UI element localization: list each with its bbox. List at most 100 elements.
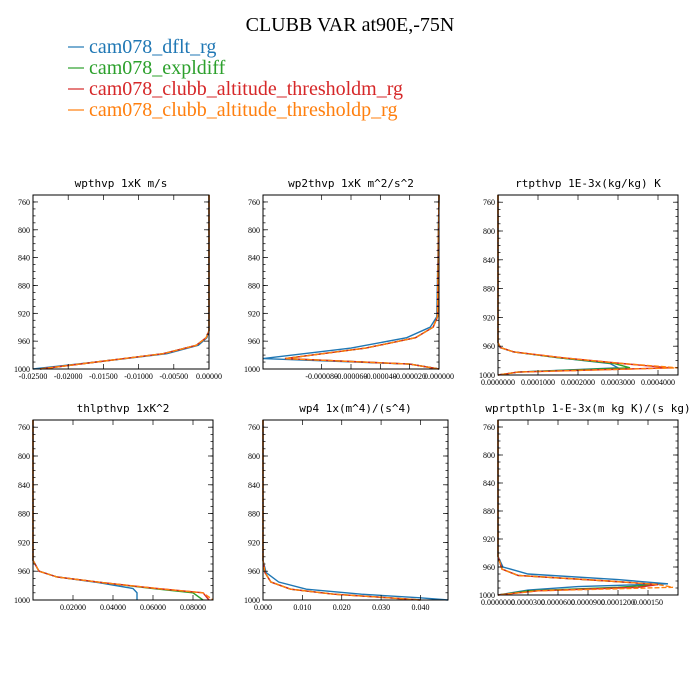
figure-title: CLUBB VAR at90E,-75N: [246, 14, 455, 36]
y-tick-label: 960: [18, 567, 30, 576]
x-tick-label: 0.00000: [196, 372, 222, 381]
chart-panel: wprtpthlp 1-E-3x(m kg K)/(s kg) 760 800 840…: [479, 402, 691, 607]
plot-frame: [497, 194, 679, 376]
panel-title: wprtpthlp 1-E-3x(m kg K)/(s kg): [485, 402, 690, 415]
series-line: [497, 195, 679, 376]
y-tick-label: 880: [483, 285, 495, 294]
panel-title: rtpthvp 1E-3x(kg/kg) K: [515, 177, 661, 190]
series-line: [497, 195, 631, 376]
x-tick-label: 0.000000: [424, 372, 454, 381]
y-tick-label: 760: [483, 198, 495, 207]
series-line: [497, 420, 674, 596]
x-tick-label: 0.000: [254, 603, 272, 612]
y-tick-label: 800: [483, 227, 495, 236]
panel-title: wpthvp 1xK m/s: [75, 177, 168, 190]
y-tick-label: 840: [18, 254, 30, 263]
plot-frame: [32, 194, 210, 370]
x-tick-label: 0.030: [372, 603, 390, 612]
x-tick-label: 0.08000: [180, 603, 206, 612]
series-line: [32, 420, 138, 600]
series-line: [284, 194, 440, 370]
x-tick-label: -0.02500: [19, 372, 48, 381]
y-tick-label: 1000: [479, 371, 495, 380]
y-tick-label: 880: [18, 510, 30, 519]
y-tick-label: 840: [18, 481, 30, 490]
legend-label: cam078_dflt_rg: [89, 36, 216, 58]
series-line: [262, 420, 421, 601]
series-line: [262, 194, 440, 370]
y-tick-label: 920: [248, 538, 260, 547]
legend-label: cam078_clubb_altitude_thresholdm_rg: [89, 78, 403, 100]
chart-panel: thlpthvp 1xK^2 760 800 840 880 920 960 1000 0.02…: [14, 402, 214, 612]
x-tick-label: -0.00500: [159, 372, 188, 381]
x-tick-label: -0.000020: [393, 372, 426, 381]
x-tick-label: 0.04000: [100, 603, 126, 612]
series-line: [497, 420, 659, 596]
y-tick-label: 920: [18, 309, 30, 318]
x-tick-label: 0.020: [333, 603, 351, 612]
y-tick-label: 960: [248, 567, 260, 576]
x-tick-label: 0.040: [411, 603, 429, 612]
y-tick-label: 800: [18, 226, 30, 235]
y-tick-label: 880: [248, 281, 260, 290]
y-tick-label: 880: [483, 507, 495, 516]
x-tick-label: 0.010: [293, 603, 311, 612]
chart-panel: rtpthvp 1E-3x(kg/kg) K 760 800 840 880 920 960…: [479, 177, 679, 387]
x-tick-label: -0.01500: [89, 372, 118, 381]
y-tick-label: 880: [248, 510, 260, 519]
y-tick-label: 960: [483, 563, 495, 572]
x-tick-label: 0.0000900: [571, 598, 605, 607]
y-tick-label: 1000: [14, 365, 30, 374]
y-tick-label: 760: [18, 423, 30, 432]
series-line: [39, 195, 210, 370]
y-tick-label: 960: [248, 337, 260, 346]
y-tick-label: 840: [248, 481, 260, 490]
series-line: [497, 195, 671, 376]
y-tick-label: 920: [483, 535, 495, 544]
chart-panel: wp2thvp 1xK m^2/s^2 760 800 840 880 920 960 100…: [244, 177, 454, 381]
series-line: [39, 195, 210, 370]
series-line: [32, 420, 210, 601]
y-tick-label: 840: [248, 254, 260, 263]
legend-label: cam078_expldiff: [89, 57, 226, 79]
x-tick-label: -0.000060: [335, 372, 368, 381]
y-tick-label: 760: [18, 198, 30, 207]
legend-label: cam078_clubb_altitude_thresholdp_rg: [89, 99, 397, 121]
y-tick-label: 800: [18, 452, 30, 461]
series-line: [284, 194, 440, 370]
y-tick-label: 760: [248, 423, 260, 432]
series-line: [32, 195, 210, 370]
series-line: [262, 420, 421, 601]
y-tick-label: 960: [18, 337, 30, 346]
y-tick-label: 920: [18, 538, 30, 547]
series-line: [497, 420, 659, 596]
x-tick-label: 0.02000: [60, 603, 86, 612]
y-tick-label: 760: [248, 198, 260, 207]
x-tick-label: 0.0000000: [481, 598, 515, 607]
x-tick-label: -0.000040: [364, 372, 397, 381]
y-tick-label: 920: [248, 309, 260, 318]
x-tick-label: 0.0000300: [511, 598, 545, 607]
x-tick-label: 0.0001200: [601, 598, 635, 607]
x-tick-label: 0.0002000: [561, 378, 595, 387]
y-tick-label: 920: [483, 313, 495, 322]
x-tick-label: 0.06000: [140, 603, 166, 612]
y-tick-label: 800: [483, 451, 495, 460]
series-line: [32, 420, 204, 601]
series-line: [497, 195, 621, 376]
series-line: [262, 420, 449, 601]
panel-title: wp2thvp 1xK m^2/s^2: [288, 177, 414, 190]
panels: wpthvp 1xK m/s7608008408809209601000-0.0…: [14, 177, 691, 612]
x-tick-label: 0.000150: [633, 598, 663, 607]
y-tick-label: 880: [18, 281, 30, 290]
series-line: [262, 420, 421, 601]
y-tick-label: 1000: [244, 365, 260, 374]
x-tick-label: -0.02000: [54, 372, 83, 381]
x-tick-label: 0.0003000: [601, 378, 635, 387]
y-tick-label: 840: [483, 256, 495, 265]
legend: cam078_dflt_rgcam078_expldiffcam078_club…: [68, 36, 403, 121]
plot-frame: [262, 194, 440, 370]
plot-frame: [497, 419, 679, 596]
y-tick-label: 960: [483, 342, 495, 351]
